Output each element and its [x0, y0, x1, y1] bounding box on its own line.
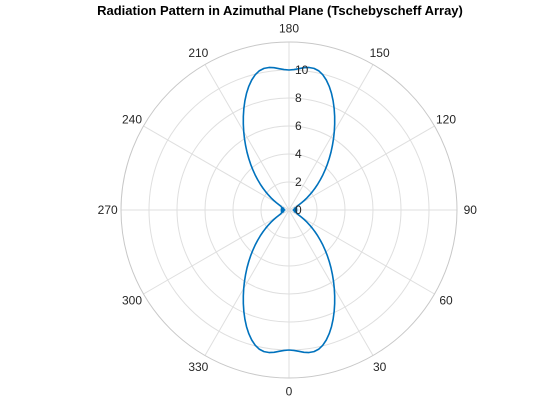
theta-tick-label: 30: [373, 360, 387, 374]
chart-title: Radiation Pattern in Azimuthal Plane (Ts…: [97, 3, 463, 18]
polar-grid: [120, 41, 458, 379]
outer-ring: [120, 41, 458, 379]
ring-6: [204, 125, 374, 295]
theta-tick-label: 0: [286, 384, 293, 398]
ring-4: [232, 153, 346, 267]
tick-labels: 0 30 60 90 120 150 180 210 240 270 300 330 0 2 4 6 8 10: [98, 22, 478, 399]
r-tick-label: 10: [295, 63, 309, 77]
theta-tick-label: 120: [436, 112, 456, 126]
r-tick-label: 2: [295, 175, 302, 189]
r-tick-label: 8: [295, 91, 302, 105]
theta-tick-label: 150: [370, 46, 390, 60]
theta-tick-label: 330: [188, 360, 208, 374]
theta-tick-label: 180: [279, 22, 299, 36]
theta-tick-label: 240: [122, 112, 142, 126]
series-layer: [242, 66, 336, 354]
theta-tick-label: 270: [98, 203, 118, 217]
theta-tick-label: 90: [464, 203, 478, 217]
r-tick-label: 4: [295, 147, 302, 161]
theta-tick-label: 210: [188, 46, 208, 60]
theta-tick-label: 60: [439, 294, 453, 308]
theta-tick-label: 300: [122, 294, 142, 308]
series-line-0: [242, 66, 336, 354]
r-tick-label: 0: [295, 203, 302, 217]
ring-8: [176, 97, 402, 323]
r-tick-label: 6: [295, 119, 302, 133]
ring-2: [260, 181, 318, 239]
